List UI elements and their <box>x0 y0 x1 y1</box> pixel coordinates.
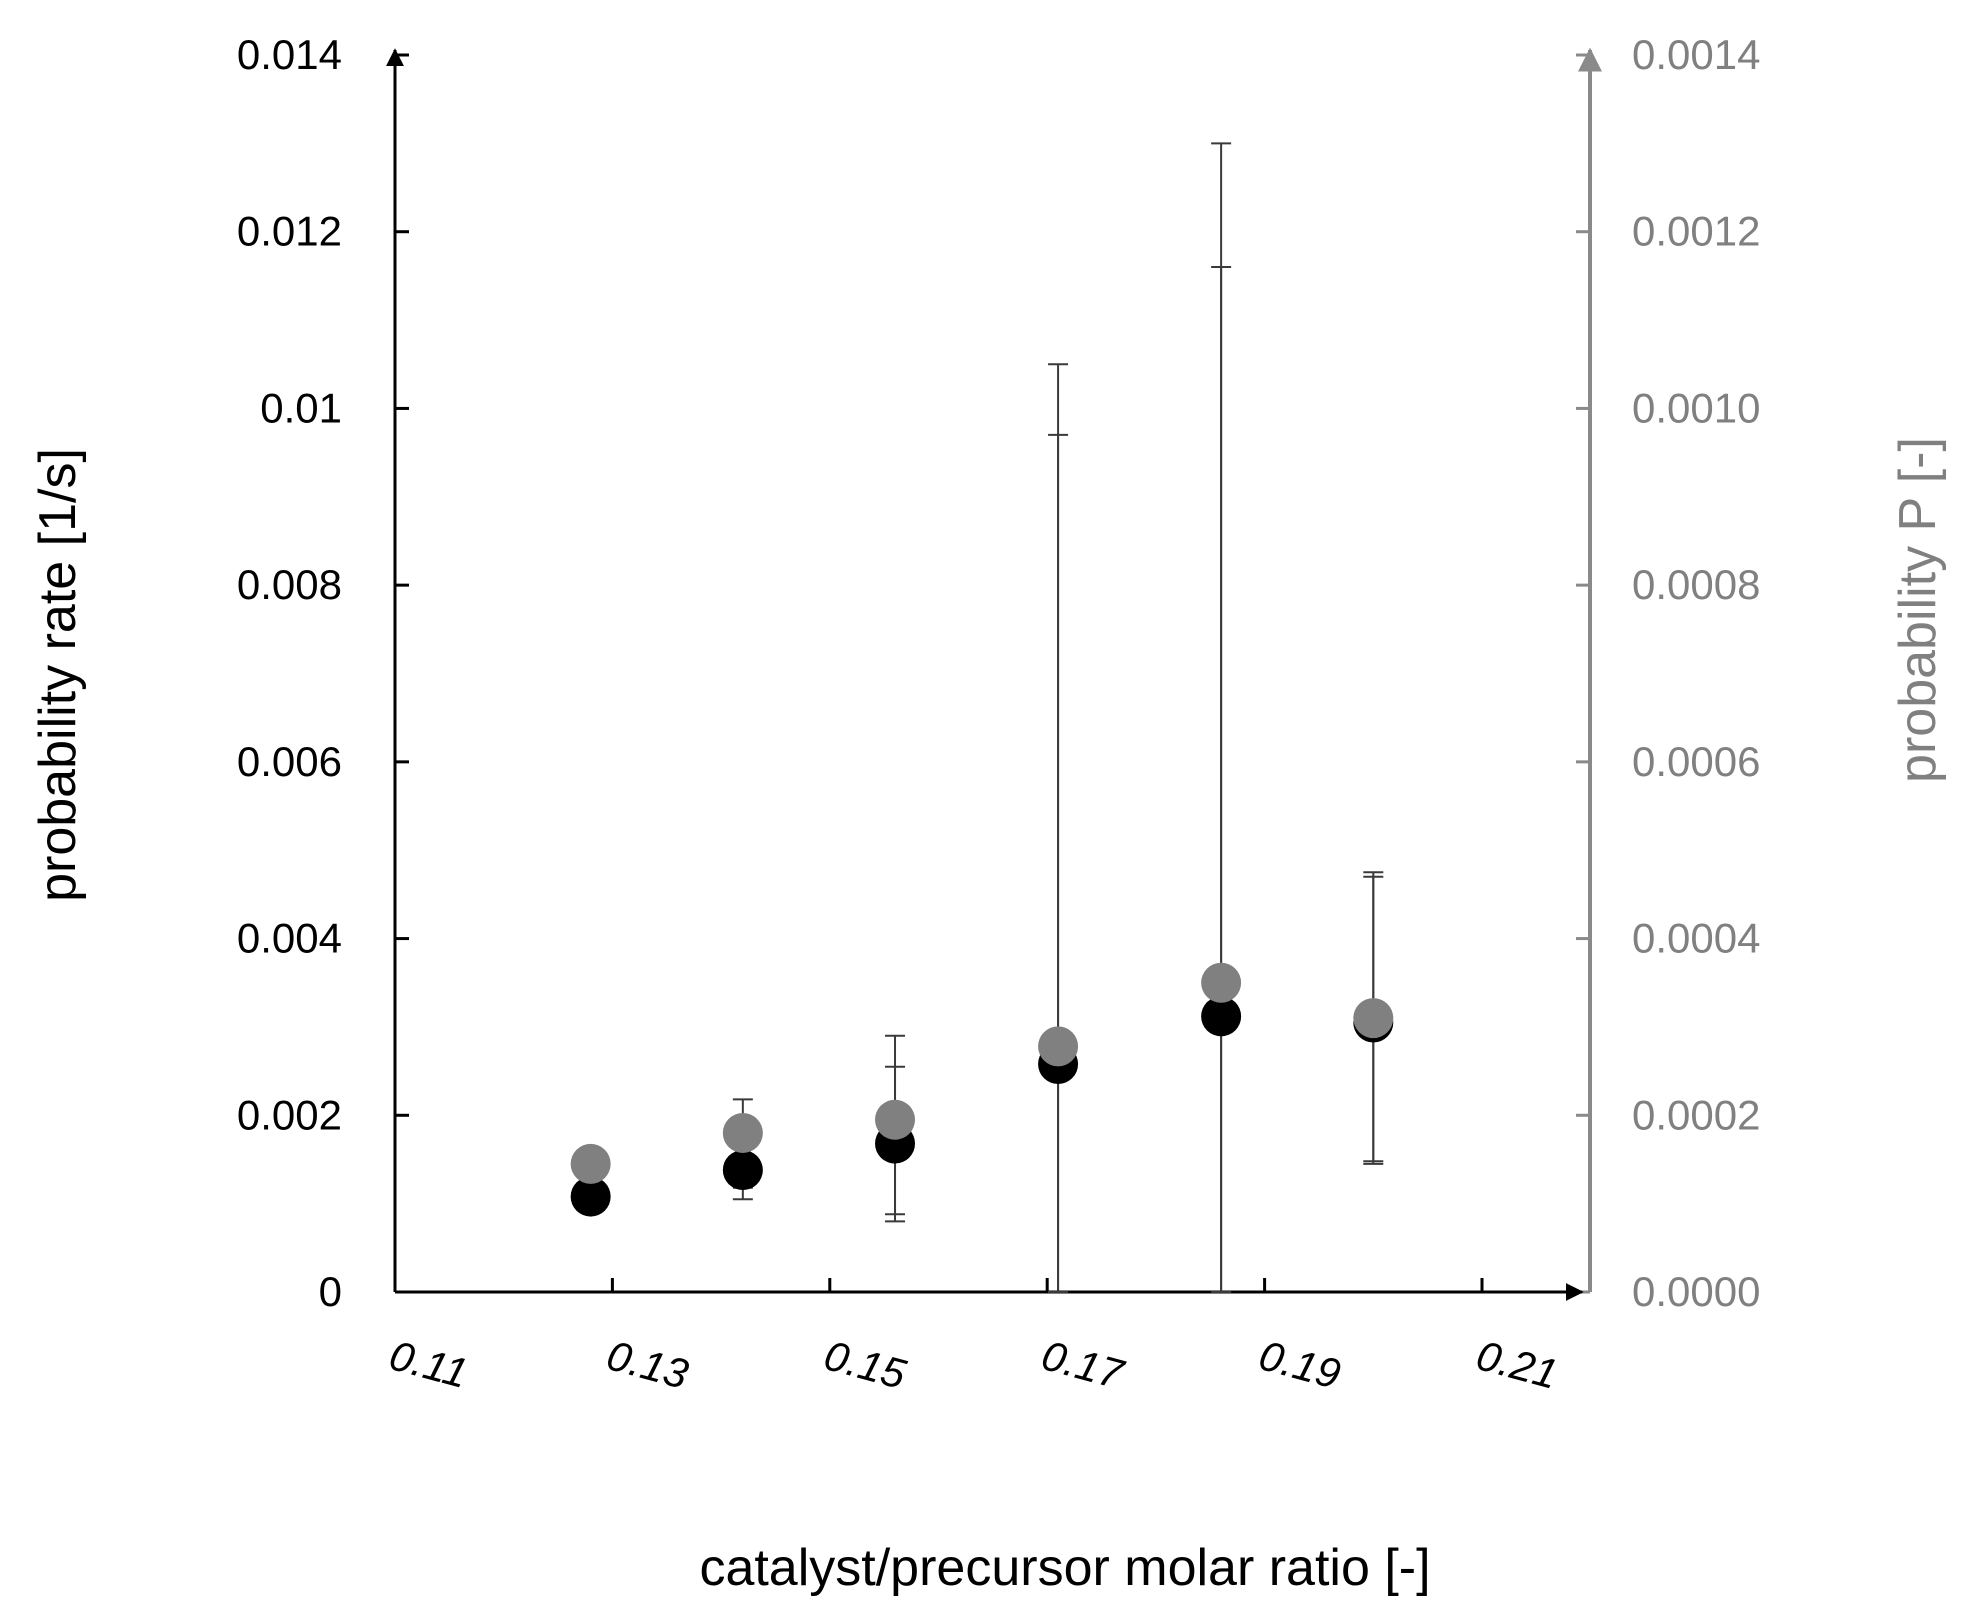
right-tick-label: 0.0004 <box>1632 915 1760 962</box>
right-tick-label: 0.0008 <box>1632 561 1760 608</box>
x-tick-label: 0.15 <box>819 1331 911 1398</box>
data-point-series-1 <box>570 1176 611 1217</box>
x-tick-label: 0.17 <box>1037 1331 1130 1398</box>
data-point-series-2 <box>1201 962 1242 1003</box>
data-point-series-2 <box>570 1143 611 1184</box>
data-point-series-2 <box>1038 1026 1079 1067</box>
left-axis-title: probability rate [1/s] <box>29 448 87 902</box>
right-tick-label: 0.0002 <box>1632 1091 1760 1138</box>
error-bars <box>732 142 1384 1293</box>
data-points <box>570 962 1394 1217</box>
data-point-series-1 <box>722 1150 763 1191</box>
data-point-series-1 <box>1201 996 1242 1037</box>
right-tick-label: 0.0006 <box>1632 738 1760 785</box>
right-tick-label: 0.0012 <box>1632 208 1760 255</box>
right-axis-title: probability P [-] <box>1889 437 1947 783</box>
left-tick-label: 0.004 <box>237 915 342 962</box>
left-tick-label: 0 <box>319 1268 342 1315</box>
right-tick-label: 0.0010 <box>1632 384 1760 431</box>
data-point-series-2 <box>875 1099 916 1140</box>
x-tick-label: 0.19 <box>1254 1331 1345 1398</box>
left-tick-label: 0.006 <box>237 738 342 785</box>
x-tick-label: 0.13 <box>602 1331 693 1398</box>
x-axis: 0.11 0.13 0.15 0.17 0.19 0.21 <box>385 1278 1584 1398</box>
right-tick-label: 0.0000 <box>1632 1268 1760 1315</box>
right-tick-label: 0.0014 <box>1632 31 1760 78</box>
left-tick-label: 0.01 <box>260 384 342 431</box>
left-tick-label: 0.008 <box>237 561 342 608</box>
left-tick-label: 0.002 <box>237 1091 342 1138</box>
x-axis-title: catalyst/precursor molar ratio [-] <box>699 1539 1430 1597</box>
data-point-series-2 <box>1353 998 1394 1039</box>
x-tick-label: 0.21 <box>1472 1331 1563 1398</box>
x-tick-label: 0.11 <box>385 1331 473 1397</box>
left-tick-label: 0.014 <box>237 31 342 78</box>
data-point-series-2 <box>722 1112 763 1153</box>
right-y-axis: 0.0000 0.0002 0.0004 0.0006 0.0008 0.0010 0.00… <box>1576 31 1760 1315</box>
left-tick-label: 0.012 <box>237 208 342 255</box>
left-y-axis: 0 0.002 0.004 0.006 0.008 0.01 0.012 0.014 <box>237 31 409 1315</box>
